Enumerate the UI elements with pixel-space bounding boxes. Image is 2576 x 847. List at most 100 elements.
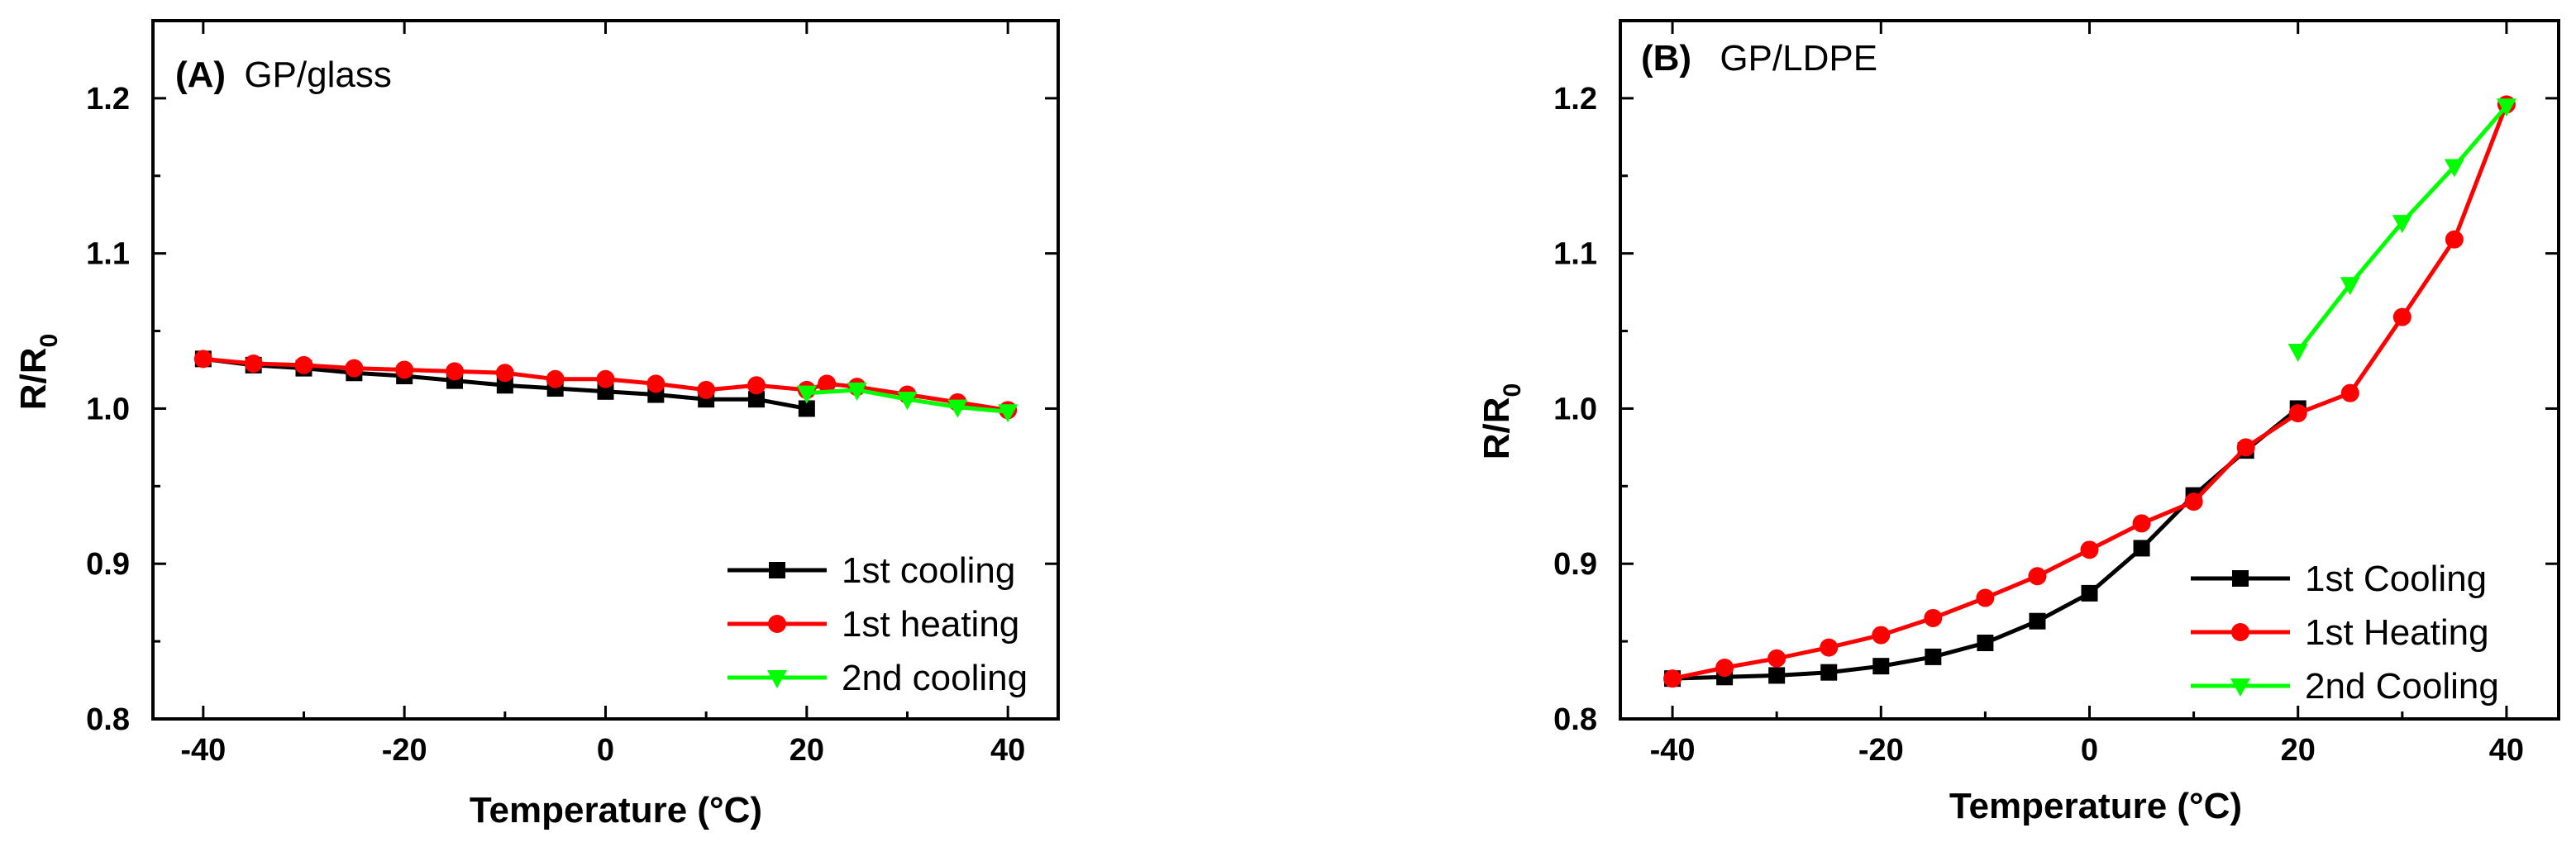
data-point xyxy=(1872,658,1890,675)
x-tick-label: 20 xyxy=(2281,733,2316,768)
y-tick-label: 1.2 xyxy=(86,82,130,117)
x-tick-label: 40 xyxy=(990,733,1025,768)
data-point xyxy=(496,377,513,394)
data-point xyxy=(345,359,364,378)
x-tick-label: -40 xyxy=(180,733,226,768)
x-tick-label: -40 xyxy=(1650,733,1696,768)
data-point xyxy=(2236,438,2255,457)
legend-marker xyxy=(768,615,786,633)
data-point xyxy=(847,382,867,401)
data-point xyxy=(646,374,665,393)
data-point xyxy=(1663,669,1682,688)
legend-label: 1st Cooling xyxy=(2305,559,2487,599)
legend: 1st cooling 1st heating 2nd cooling xyxy=(727,550,1028,698)
data-point xyxy=(2028,567,2047,586)
series-layer xyxy=(193,350,1018,423)
legend: 1st Cooling 1st Heating 2nd Cooling xyxy=(2191,559,2499,707)
data-point xyxy=(2081,584,2098,602)
y-tick-label: 1.2 xyxy=(1553,82,1597,117)
data-point xyxy=(818,374,837,393)
data-point xyxy=(2340,277,2360,296)
data-point xyxy=(1820,638,1839,657)
legend-label: 2nd cooling xyxy=(842,658,1028,698)
data-point xyxy=(998,404,1018,423)
panel-a: (A) GP/glass Temperature (°C) R/R0 -40 -2… xyxy=(13,19,1060,830)
y-ticks: 0.8 0.9 1.0 1.1 1.2 xyxy=(1553,82,2559,737)
x-axis-title: Temperature (°C) xyxy=(1949,786,2242,826)
legend-label: 1st heating xyxy=(842,604,1019,645)
data-point xyxy=(748,391,765,408)
data-point xyxy=(2444,159,2464,178)
x-ticks: -40 -20 0 20 40 xyxy=(1650,21,2524,768)
data-point xyxy=(2029,612,2046,630)
data-point xyxy=(1715,659,1734,678)
data-point xyxy=(2392,215,2412,234)
y-tick-label: 1.1 xyxy=(86,237,130,272)
data-point xyxy=(2132,514,2151,533)
data-point xyxy=(546,369,565,388)
x-tick-label: 40 xyxy=(2489,733,2524,768)
data-point xyxy=(1767,649,1787,668)
legend-label: 2nd Cooling xyxy=(2305,666,2499,707)
data-point xyxy=(1925,648,1942,665)
panel-b: (B) GP/LDPE Temperature (°C) R/R0 -40 -20… xyxy=(1476,19,2560,826)
data-point xyxy=(1976,588,1995,607)
y-tick-label: 0.8 xyxy=(1553,702,1597,737)
data-point xyxy=(1924,608,1943,627)
x-tick-label: -20 xyxy=(1858,733,1904,768)
x-tick-label: 0 xyxy=(597,733,614,768)
x-tick-label: -20 xyxy=(382,733,427,768)
x-tick-label: 0 xyxy=(2081,733,2098,768)
y-tick-label: 1.0 xyxy=(86,392,130,426)
y-tick-label: 0.9 xyxy=(86,547,130,582)
legend-marker xyxy=(767,670,787,688)
legend-label: 1st Heating xyxy=(2305,612,2489,653)
data-point xyxy=(1977,634,1994,651)
series-layer xyxy=(1663,95,2516,688)
data-point xyxy=(193,350,212,369)
x-tick-label: 20 xyxy=(789,733,824,768)
data-point xyxy=(697,380,716,399)
data-point xyxy=(597,383,614,400)
x-ticks: -40 -20 0 20 40 xyxy=(180,21,1025,768)
y-tick-label: 0.9 xyxy=(1553,547,1597,582)
data-point xyxy=(395,360,414,379)
data-point xyxy=(596,369,615,388)
data-point xyxy=(2288,404,2307,423)
data-point xyxy=(2184,492,2203,512)
data-point xyxy=(798,400,815,417)
data-point xyxy=(1820,664,1838,681)
y-ticks: 0.8 0.9 1.0 1.1 1.2 xyxy=(86,82,1058,737)
data-point xyxy=(495,364,514,383)
y-tick-label: 0.8 xyxy=(86,702,130,737)
legend-marker xyxy=(2230,678,2250,697)
data-point xyxy=(747,376,766,395)
data-point xyxy=(2340,383,2359,402)
data-point xyxy=(244,354,263,373)
panel-label: (B) GP/LDPE xyxy=(1641,38,1877,79)
x-axis-title: Temperature (°C) xyxy=(470,790,762,830)
data-point xyxy=(446,362,464,381)
data-point xyxy=(294,355,313,374)
data-point xyxy=(2392,307,2411,326)
data-point xyxy=(1768,667,1786,684)
data-point xyxy=(1872,626,1891,645)
legend-marker xyxy=(769,562,785,578)
data-point xyxy=(2445,230,2464,249)
y-axis-title: R/R0 xyxy=(1476,383,1526,459)
data-point xyxy=(897,392,918,411)
data-point xyxy=(2080,540,2099,559)
data-point xyxy=(796,385,817,404)
data-point xyxy=(2133,540,2150,557)
y-tick-label: 1.0 xyxy=(1553,392,1597,426)
panel-label: (A) GP/glass xyxy=(175,55,392,95)
legend-marker xyxy=(2232,570,2249,587)
legend-label: 1st cooling xyxy=(842,550,1015,591)
y-axis-title: R/R0 xyxy=(13,334,63,410)
legend-marker xyxy=(2231,623,2249,641)
data-point xyxy=(2496,98,2516,117)
data-point xyxy=(2287,343,2308,362)
y-tick-label: 1.1 xyxy=(1553,237,1597,272)
data-point xyxy=(947,399,968,418)
